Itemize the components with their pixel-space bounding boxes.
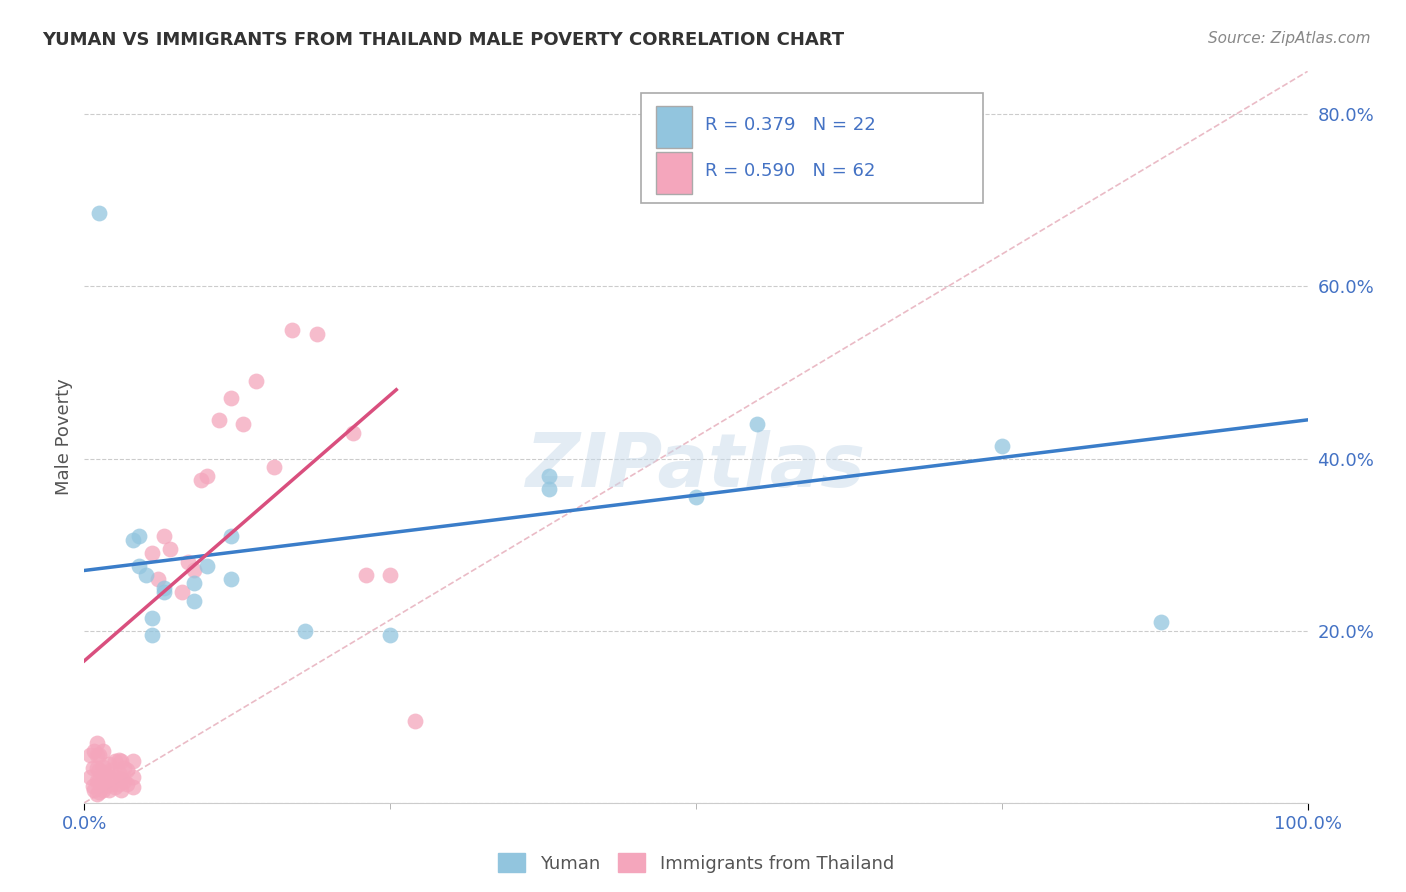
Point <box>281 322 304 336</box>
Point <box>122 533 145 548</box>
Point <box>219 529 242 543</box>
Legend: Yuman, Immigrants from Thailand: Yuman, Immigrants from Thailand <box>489 844 903 881</box>
Point <box>91 772 114 786</box>
Point <box>86 787 108 801</box>
Point <box>97 757 120 772</box>
Point <box>404 714 426 728</box>
Point <box>141 628 163 642</box>
Point <box>232 417 254 432</box>
Point <box>86 735 108 749</box>
Point <box>91 744 114 758</box>
Point <box>685 491 707 505</box>
Point <box>747 417 769 432</box>
Point <box>86 748 108 763</box>
Point <box>86 761 108 775</box>
Point <box>100 763 122 777</box>
Text: R = 0.379   N = 22: R = 0.379 N = 22 <box>704 116 876 134</box>
Point <box>107 765 129 780</box>
Point <box>172 585 194 599</box>
Point <box>342 425 364 440</box>
Point <box>87 748 110 763</box>
Point <box>122 780 145 795</box>
Point <box>104 780 127 795</box>
Point <box>294 624 316 638</box>
Point <box>94 765 117 780</box>
Point <box>208 413 231 427</box>
Point <box>79 748 101 763</box>
Point <box>183 593 205 607</box>
Point <box>91 783 114 797</box>
Point <box>82 761 104 775</box>
Point <box>128 529 150 543</box>
Point <box>104 770 127 784</box>
Point <box>380 628 402 642</box>
Y-axis label: Male Poverty: Male Poverty <box>55 379 73 495</box>
Point <box>91 759 114 773</box>
FancyBboxPatch shape <box>655 152 692 194</box>
Point <box>190 473 212 487</box>
FancyBboxPatch shape <box>641 94 983 203</box>
Point <box>159 541 181 556</box>
Point <box>79 770 101 784</box>
Point <box>112 761 135 775</box>
Point <box>354 567 377 582</box>
Point <box>87 763 110 777</box>
Point <box>146 572 169 586</box>
Point <box>97 783 120 797</box>
Point <box>380 567 402 582</box>
Point <box>82 779 104 793</box>
Point <box>183 576 205 591</box>
Point <box>112 774 135 789</box>
Text: R = 0.590   N = 62: R = 0.590 N = 62 <box>704 161 875 180</box>
Point <box>115 763 138 777</box>
Point <box>195 559 218 574</box>
Point <box>115 777 138 791</box>
Text: Source: ZipAtlas.com: Source: ZipAtlas.com <box>1208 31 1371 46</box>
Point <box>177 555 200 569</box>
Point <box>87 785 110 799</box>
Point <box>538 468 561 483</box>
Point <box>141 546 163 560</box>
Point <box>97 770 120 784</box>
Point <box>538 482 561 496</box>
Point <box>83 744 105 758</box>
Point <box>110 772 132 786</box>
Point <box>305 326 328 341</box>
Point <box>153 585 176 599</box>
Text: ZIPatlas: ZIPatlas <box>526 430 866 503</box>
Point <box>153 581 176 595</box>
Point <box>183 564 205 578</box>
Point <box>141 611 163 625</box>
Point <box>122 770 145 784</box>
Point <box>100 777 122 791</box>
Point <box>87 206 110 220</box>
Point <box>107 777 129 791</box>
Point <box>86 774 108 789</box>
Point <box>153 529 176 543</box>
Point <box>1150 615 1173 629</box>
Point <box>135 567 157 582</box>
Point <box>110 755 132 769</box>
Point <box>83 783 105 797</box>
Text: YUMAN VS IMMIGRANTS FROM THAILAND MALE POVERTY CORRELATION CHART: YUMAN VS IMMIGRANTS FROM THAILAND MALE P… <box>42 31 845 49</box>
Point <box>263 460 285 475</box>
Point <box>94 779 117 793</box>
Point <box>104 755 127 769</box>
Point <box>991 439 1014 453</box>
Point <box>219 572 242 586</box>
Point <box>87 774 110 789</box>
Point <box>195 468 218 483</box>
Point <box>107 753 129 767</box>
Point <box>245 374 267 388</box>
Point <box>128 559 150 574</box>
Point <box>219 392 242 406</box>
Point <box>110 783 132 797</box>
FancyBboxPatch shape <box>655 106 692 148</box>
Point <box>122 755 145 769</box>
